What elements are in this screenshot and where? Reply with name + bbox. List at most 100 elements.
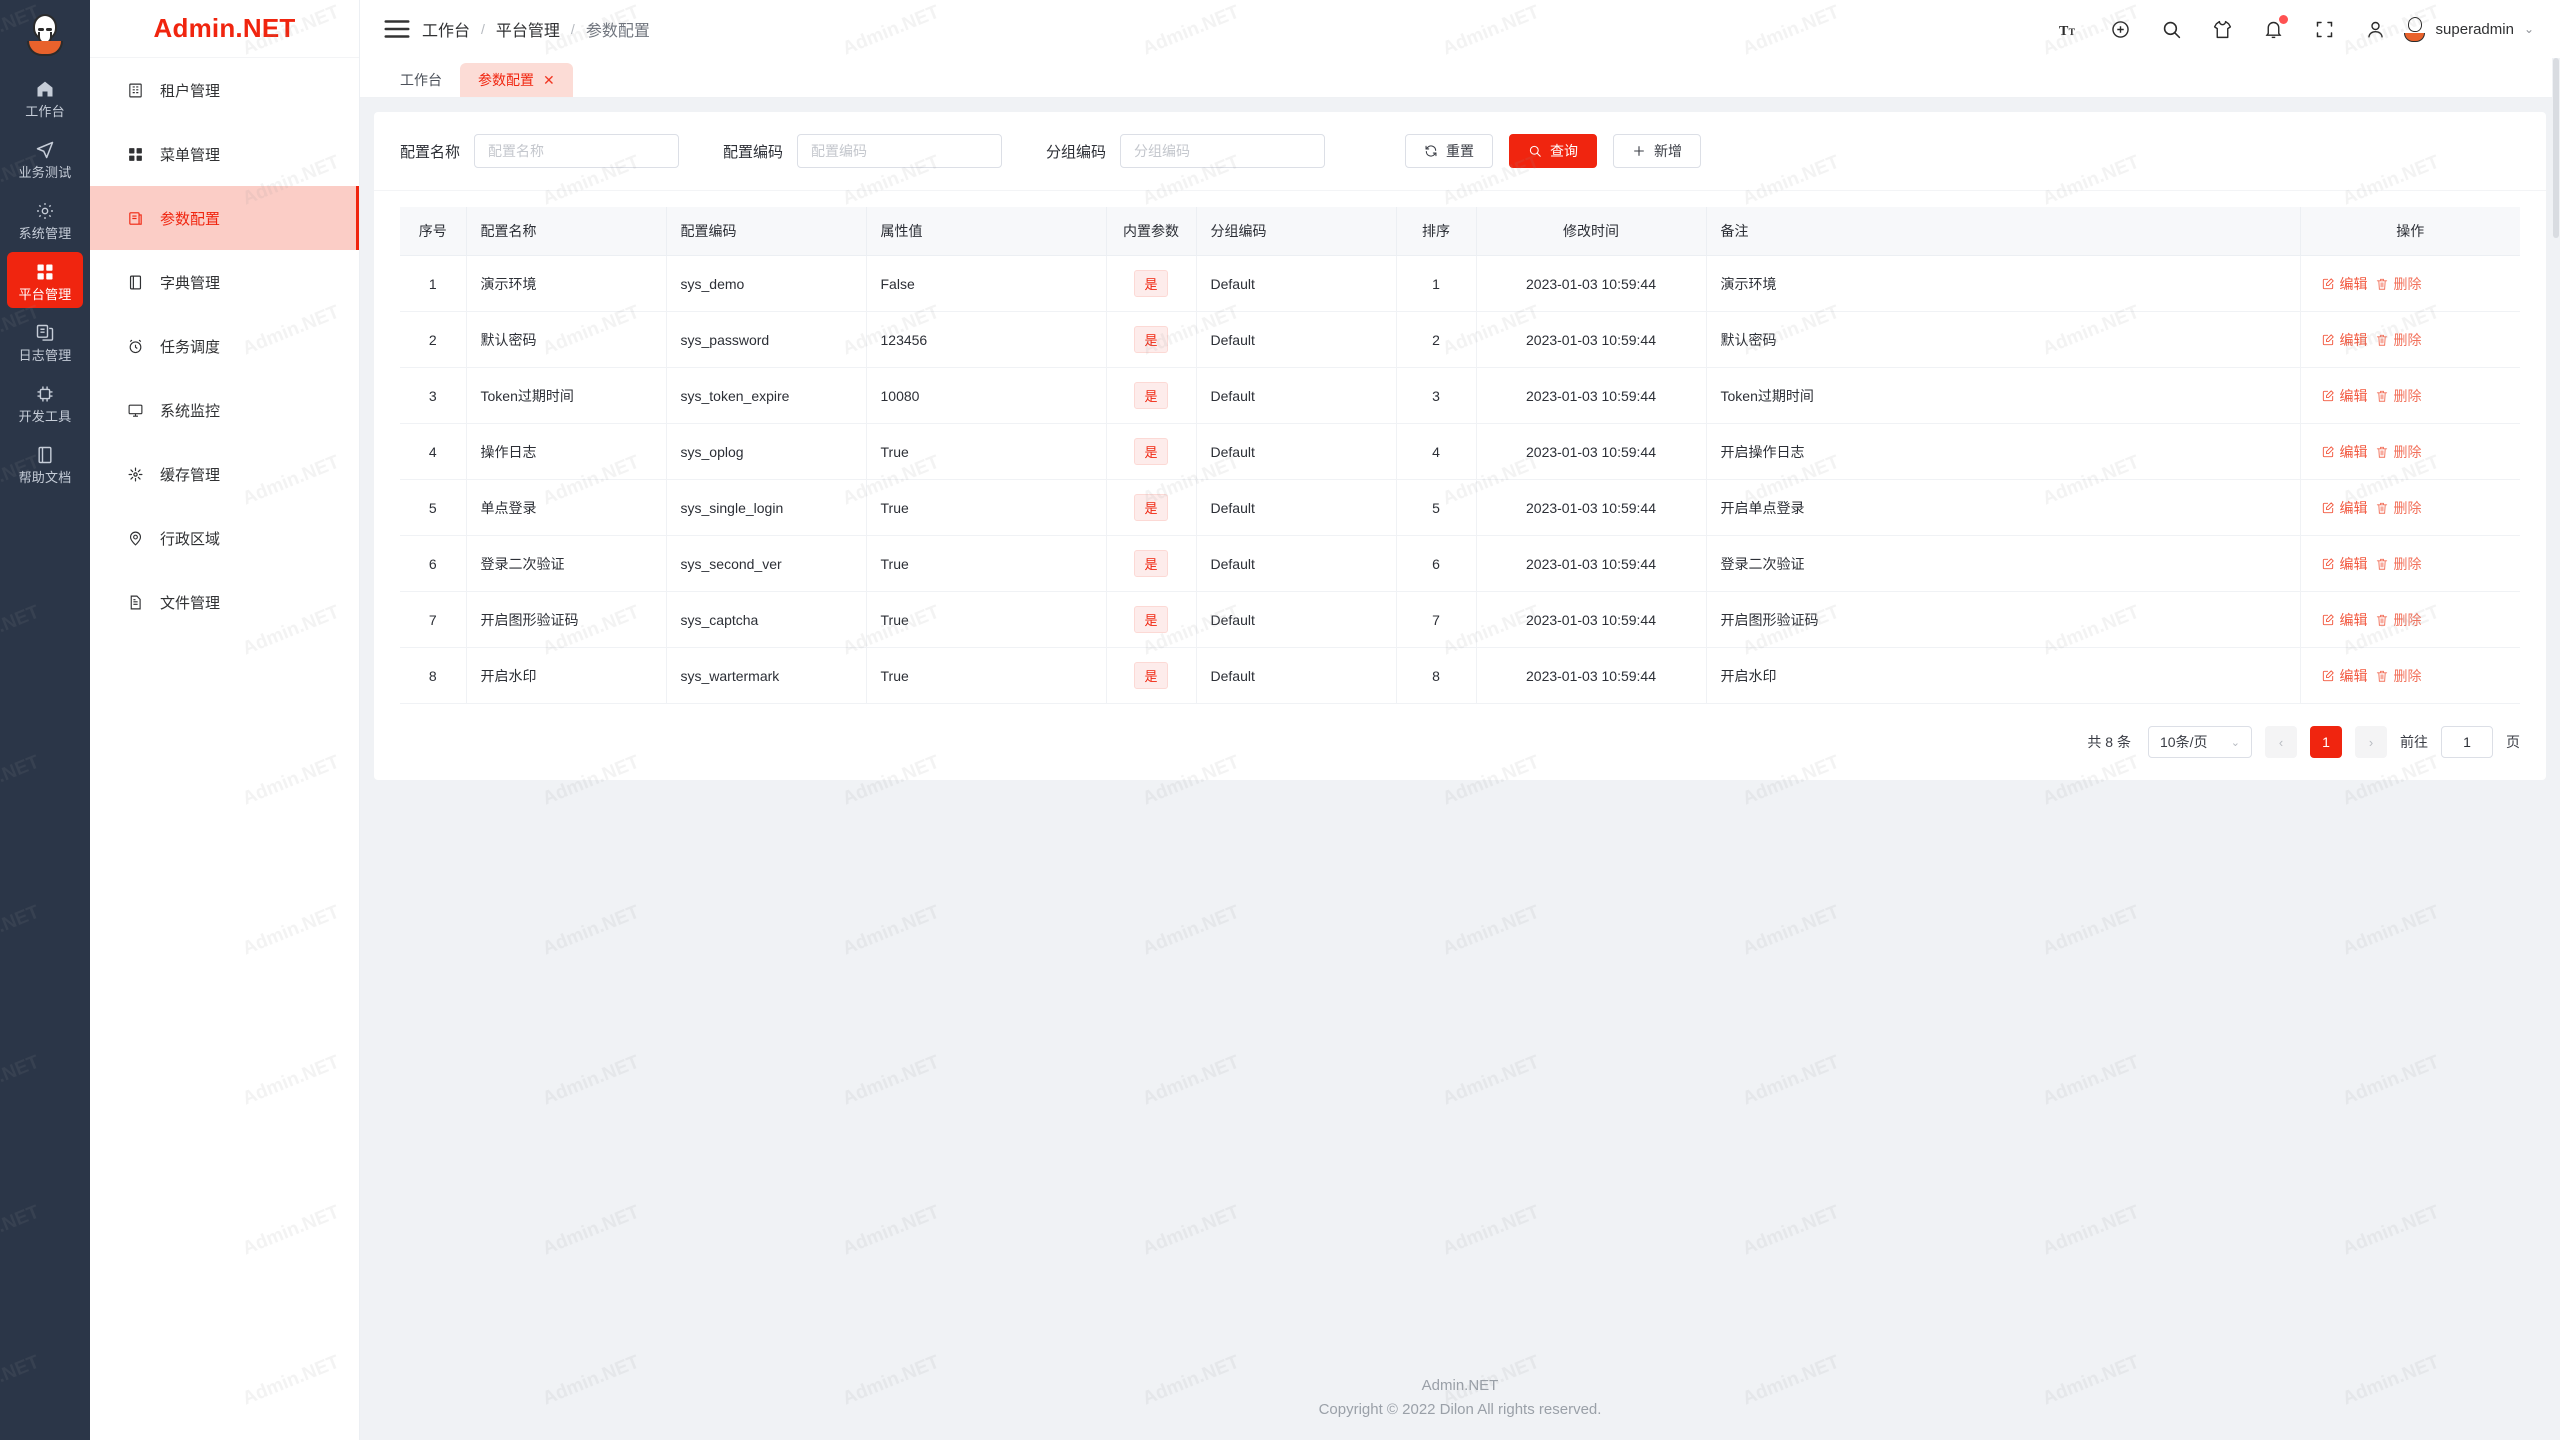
rail-item-label: 业务测试 [18, 165, 72, 180]
cell-builtin: 是 [1106, 647, 1197, 704]
cell-name: 操作日志 [466, 423, 667, 480]
delete-action[interactable]: 删除 [2375, 274, 2422, 294]
icon-rail: 工作台业务测试系统管理 平台管理日志管理开发工具 帮助文档 [0, 0, 90, 1440]
user-menu[interactable]: superadmin ⌄ [2403, 16, 2534, 42]
sparkle-icon [126, 465, 144, 483]
rail-item-0[interactable]: 工作台 [7, 69, 83, 125]
tab-0[interactable]: 工作台 [382, 63, 460, 97]
edit-action[interactable]: 编辑 [2321, 274, 2368, 294]
delete-action[interactable]: 删除 [2375, 666, 2422, 686]
svg-text:T: T [2059, 23, 2069, 38]
edit-action[interactable]: 编辑 [2321, 610, 2368, 630]
user-icon[interactable] [2363, 16, 2389, 42]
rail-item-2[interactable]: 系统管理 [7, 191, 83, 247]
sidebar-item-8[interactable]: 文件管理 [90, 570, 359, 634]
scrollbar-thumb[interactable] [2553, 58, 2559, 238]
edit-action[interactable]: 编辑 [2321, 330, 2368, 350]
edit-action[interactable]: 编辑 [2321, 554, 2368, 574]
cell-sort: 5 [1396, 479, 1477, 536]
sidebar-item-4[interactable]: 任务调度 [90, 314, 359, 378]
query-button[interactable]: 查询 [1509, 134, 1598, 168]
skin-icon[interactable] [2210, 16, 2236, 42]
cell-group: Default [1196, 591, 1397, 648]
delete-action[interactable]: 删除 [2375, 386, 2422, 406]
cell-actions: 编辑 删除 [2300, 479, 2520, 536]
status-badge: 是 [1134, 662, 1168, 689]
theme-icon[interactable] [2108, 16, 2134, 42]
sidebar-item-0[interactable]: 租户管理 [90, 58, 359, 122]
sidebar-item-2[interactable]: 参数配置 [90, 186, 359, 250]
filter-input-1[interactable] [797, 134, 1003, 168]
page-size-select[interactable]: 10条/页 ⌄ [2148, 726, 2252, 758]
cell-actions: 编辑 删除 [2300, 535, 2520, 592]
rail-item-3[interactable]: 平台管理 [7, 252, 83, 308]
next-page-button[interactable]: › [2355, 726, 2387, 758]
filter-input-0[interactable] [474, 134, 680, 168]
prev-page-button[interactable]: ‹ [2265, 726, 2297, 758]
table-row: 7 开启图形验证码 sys_captcha True 是 Default 7 2023-01-… [400, 591, 2520, 648]
reset-button[interactable]: 重置 [1405, 134, 1494, 168]
sidebar-item-label: 参数配置 [160, 210, 221, 228]
goto-page-input[interactable] [2441, 726, 2493, 758]
sidebar-item-1[interactable]: 菜单管理 [90, 122, 359, 186]
cell-value: 123456 [866, 311, 1107, 368]
cell-remark: Token过期时间 [1706, 367, 2301, 424]
edit-action[interactable]: 编辑 [2321, 666, 2368, 686]
rail-item-6[interactable]: 帮助文档 [7, 435, 83, 491]
notification-badge [2278, 15, 2288, 24]
delete-action[interactable]: 删除 [2375, 442, 2422, 462]
delete-action[interactable]: 删除 [2375, 498, 2422, 518]
avatar [2403, 16, 2426, 42]
page-unit-label: 页 [2506, 734, 2520, 750]
delete-action[interactable]: 删除 [2375, 330, 2422, 350]
breadcrumb-item-0[interactable]: 工作台 [422, 23, 471, 40]
close-icon[interactable]: ✕ [543, 72, 555, 88]
delete-action[interactable]: 删除 [2375, 610, 2422, 630]
user-name: superadmin [2435, 20, 2514, 38]
rail-item-5[interactable]: 开发工具 [7, 374, 83, 430]
cell-time: 2023-01-03 10:59:44 [1476, 367, 1707, 424]
cell-group: Default [1196, 479, 1397, 536]
add-button[interactable]: 新增 [1613, 134, 1702, 168]
tab-1[interactable]: 参数配置 ✕ [460, 63, 573, 97]
edit-action[interactable]: 编辑 [2321, 386, 2368, 406]
cell-name: 单点登录 [466, 479, 667, 536]
rail-item-label: 日志管理 [18, 348, 72, 363]
bell-icon[interactable] [2261, 15, 2288, 42]
monitor-icon [126, 401, 144, 419]
rail-item-4[interactable]: 日志管理 [7, 313, 83, 369]
page-scrollbar[interactable] [2552, 58, 2560, 1440]
cell-sort: 8 [1396, 647, 1477, 704]
cell-time: 2023-01-03 10:59:44 [1476, 535, 1707, 592]
column-header-1: 配置名称 [466, 207, 667, 256]
send-icon [34, 139, 56, 161]
filter-input-2[interactable] [1120, 134, 1326, 168]
edit-action[interactable]: 编辑 [2321, 442, 2368, 462]
sidebar-item-label: 缓存管理 [160, 466, 221, 484]
cell-builtin: 是 [1106, 367, 1197, 424]
sidebar-item-7[interactable]: 行政区域 [90, 506, 359, 570]
rail-item-1[interactable]: 业务测试 [7, 130, 83, 186]
delete-action[interactable]: 删除 [2375, 554, 2422, 574]
cell-code: sys_oplog [666, 423, 867, 480]
edit-action[interactable]: 编辑 [2321, 498, 2368, 518]
cell-builtin: 是 [1106, 311, 1197, 368]
fullscreen-icon[interactable] [2312, 16, 2338, 42]
action-label: 删除 [2393, 555, 2422, 572]
cell-group: Default [1196, 367, 1397, 424]
sidebar-item-label: 字典管理 [160, 274, 221, 292]
filter-group-0: 配置名称 [400, 134, 680, 168]
search-icon[interactable] [2159, 16, 2185, 42]
sidebar-item-3[interactable]: 字典管理 [90, 250, 359, 314]
menu-icon[interactable] [382, 14, 412, 44]
page-number-1[interactable]: 1 [2310, 726, 2342, 758]
action-label: 删除 [2393, 275, 2422, 292]
gear-icon [34, 200, 56, 222]
column-header-5: 分组编码 [1196, 207, 1397, 256]
cell-group: Default [1196, 535, 1397, 592]
sidebar-item-5[interactable]: 系统监控 [90, 378, 359, 442]
sidebar-item-6[interactable]: 缓存管理 [90, 442, 359, 506]
breadcrumb-item-1[interactable]: 平台管理 [495, 23, 560, 40]
